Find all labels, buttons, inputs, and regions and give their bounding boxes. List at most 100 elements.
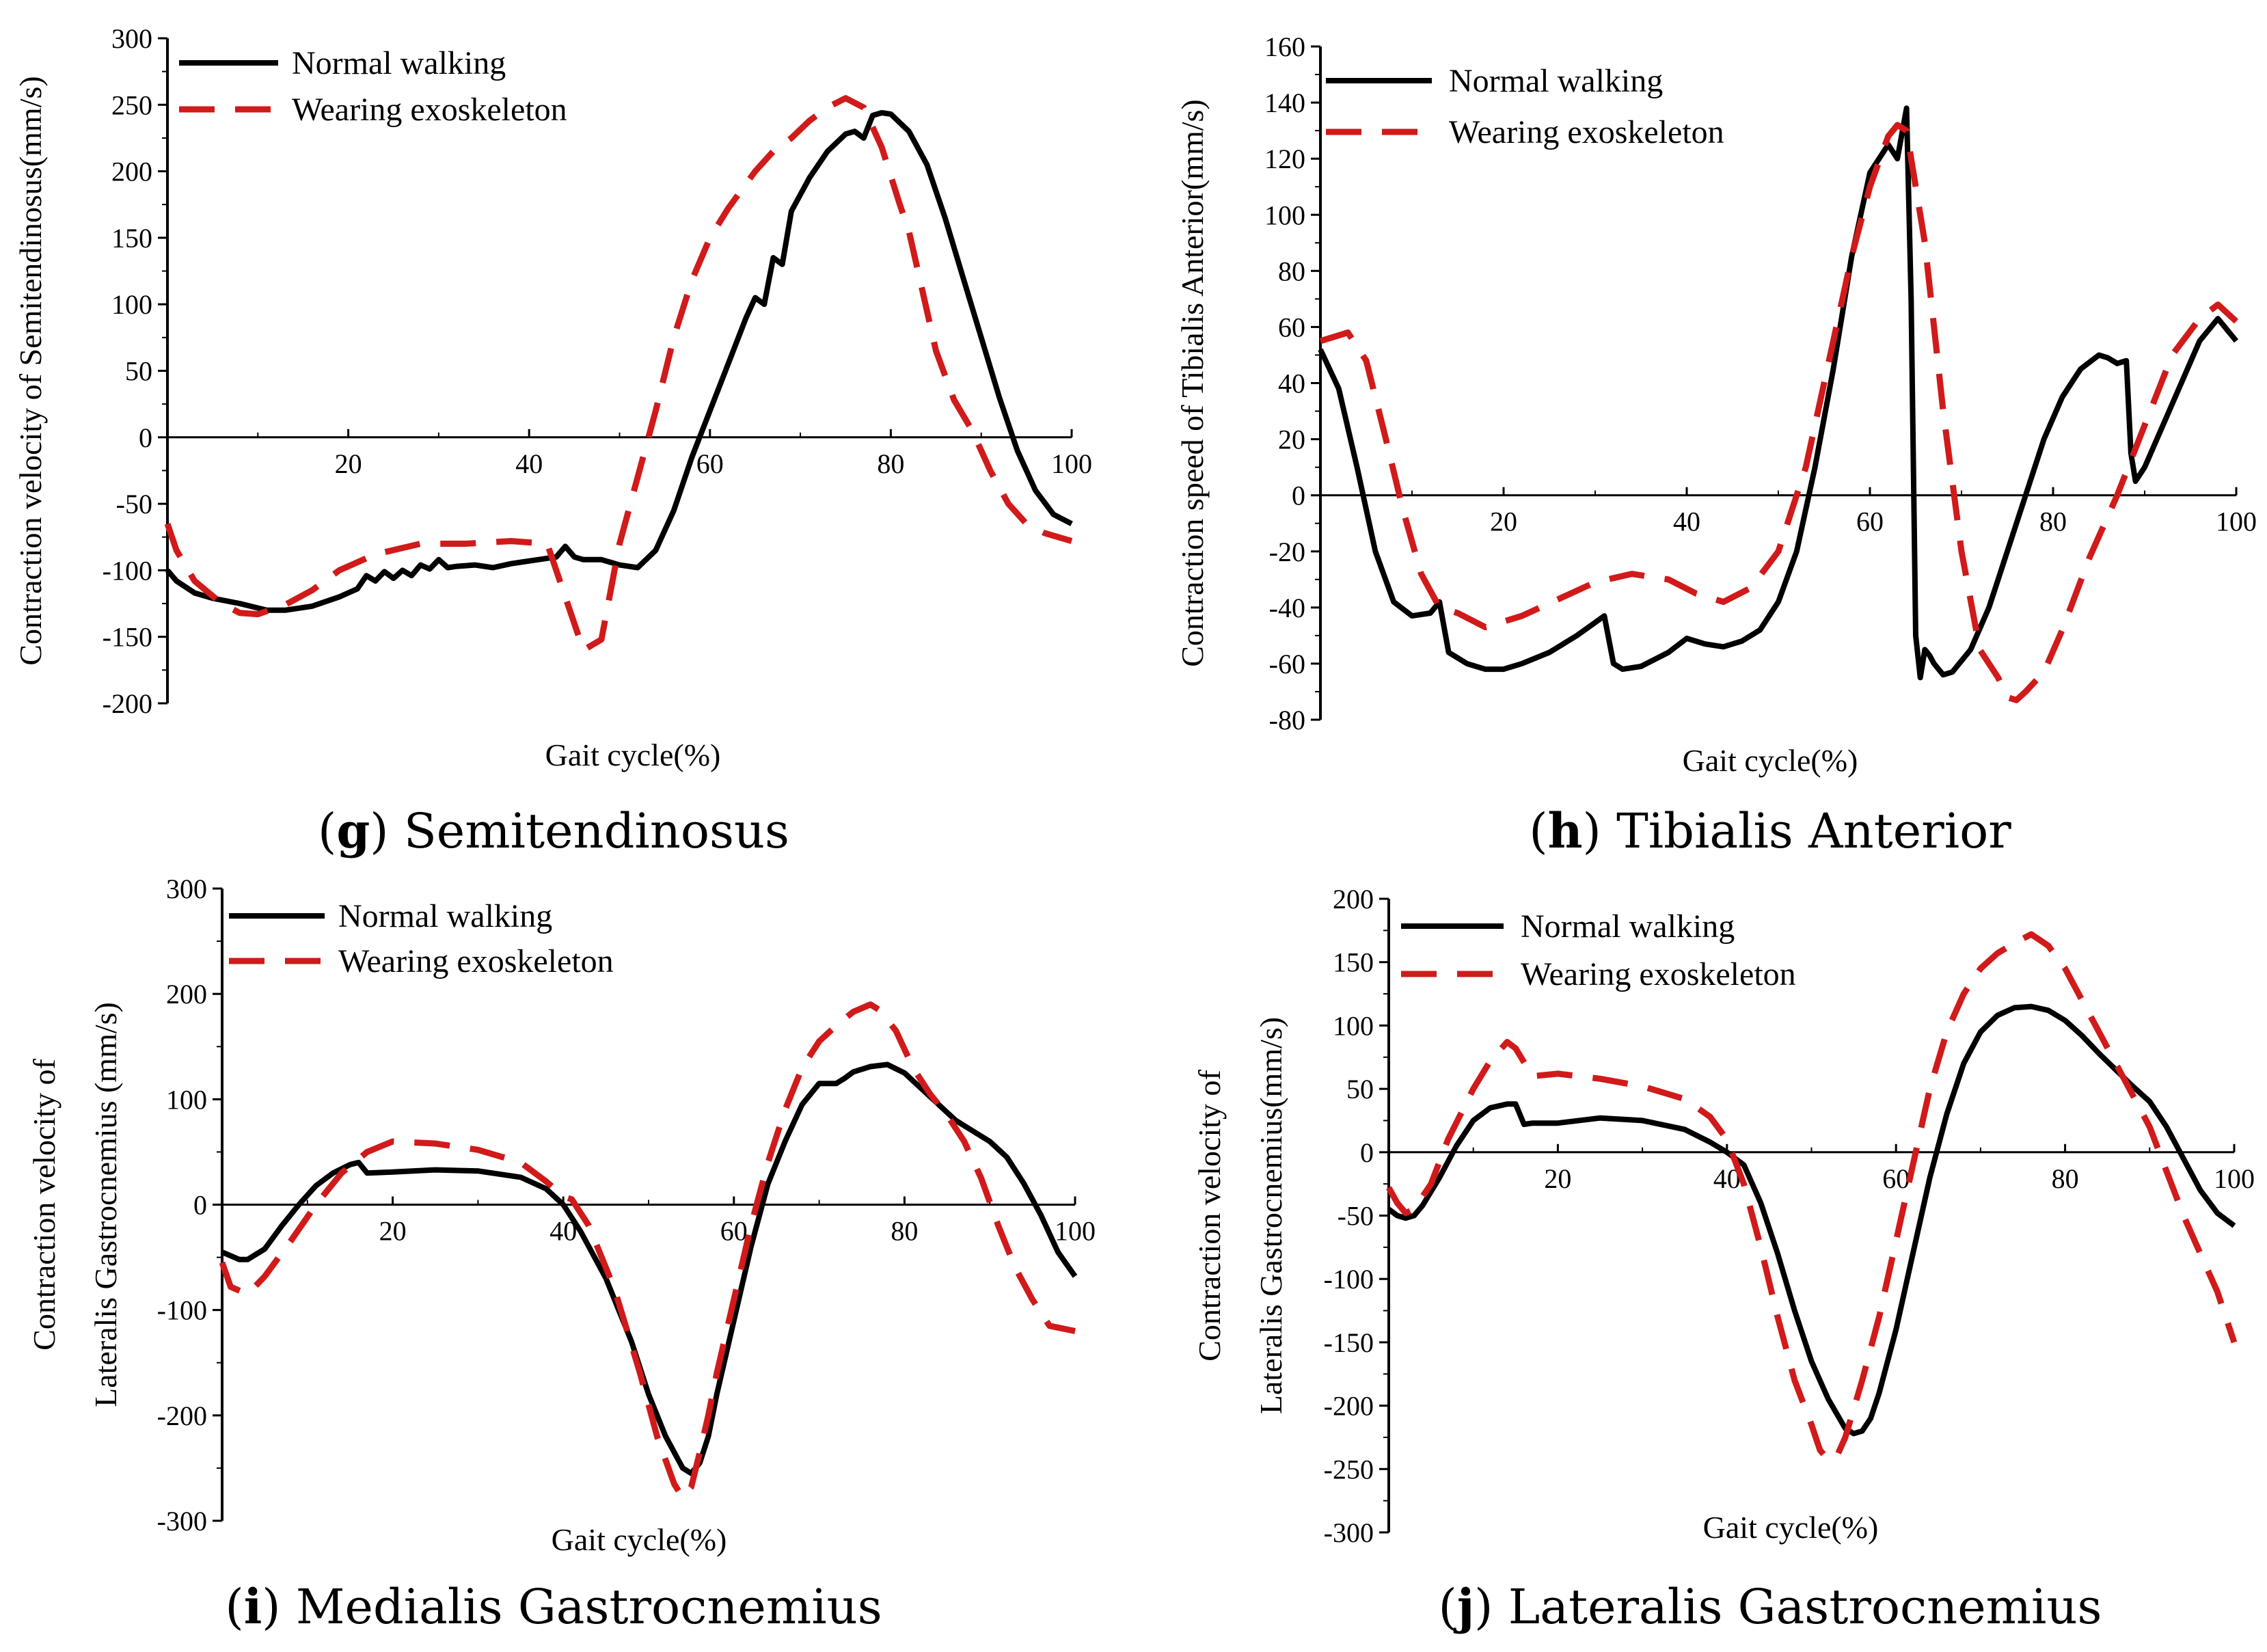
y-tick-label: 40	[1278, 368, 1305, 399]
y-tick-label: 100	[1264, 200, 1305, 230]
y-tick-label: -200	[157, 1400, 207, 1431]
x-tick-label: 20	[379, 1216, 407, 1247]
legend-label-exoskeleton: Wearing exoskeleton	[1449, 114, 1724, 150]
x-tick-label: 20	[335, 448, 362, 479]
legend-label-exoskeleton: Wearing exoskeleton	[1521, 956, 1796, 992]
caption-muscle-name: Semitendinosus	[404, 803, 789, 859]
y-tick-label: -80	[1269, 705, 1305, 735]
x-tick-label: 80	[877, 448, 904, 479]
x-tick-label: 60	[696, 448, 724, 479]
x-tick-label: 60	[1856, 506, 1884, 537]
series-line-wearing-exoskeleton	[1386, 931, 2238, 1463]
caption-close-paren: )	[370, 803, 404, 859]
y-tick-label: 0	[139, 422, 152, 453]
y-tick-label: 300	[166, 874, 207, 904]
y-tick-label: -150	[1324, 1327, 1374, 1358]
series-line-wearing-exoskeleton	[219, 1001, 1076, 1501]
x-tick-label: 60	[720, 1216, 748, 1247]
y-axis-title-line2: Lateralis Gastrocnemius (mm/s)	[88, 1002, 123, 1407]
y-tick-label: 140	[1264, 87, 1305, 118]
y-axis-title: Contraction velocity of Semitendinosus(m…	[13, 76, 48, 665]
chart-panel-h: -80 -60 -40 -20 0 20 40 60 80 100 120 140 160 20 40 60 8…	[1175, 31, 2257, 859]
y-tick-label: -50	[116, 489, 152, 519]
series-line-normal-walking	[1387, 1003, 2236, 1437]
y-tick-label: 100	[1333, 1010, 1374, 1041]
panel-caption: (j) Lateralis Gastrocnemius	[1439, 1578, 2102, 1635]
legend-label-normal: Normal walking	[338, 898, 552, 934]
y-tick-label: -50	[1338, 1201, 1374, 1232]
y-tick-label: 150	[111, 223, 152, 254]
x-tick-label: 40	[515, 448, 543, 479]
caption-open-paren: (	[225, 1579, 243, 1635]
legend-label-normal: Normal walking	[1449, 63, 1663, 99]
y-tick-label: -250	[1324, 1454, 1374, 1485]
x-tick-label: 40	[1673, 506, 1700, 537]
legend-label-normal: Normal walking	[292, 45, 506, 81]
y-tick-label: -100	[103, 555, 152, 586]
panel-caption: (g) Semitendinosus	[318, 802, 789, 859]
y-tick-label: 20	[1278, 424, 1305, 455]
y-tick-label: 160	[1264, 31, 1305, 62]
y-tick-label: 120	[1264, 144, 1305, 174]
y-tick-label: -300	[157, 1506, 207, 1536]
y-tick-label: -300	[1324, 1517, 1374, 1548]
y-tick-label: -20	[1269, 537, 1305, 567]
x-axis-title: Gait cycle(%)	[545, 737, 721, 772]
caption-open-paren: (	[318, 803, 336, 859]
y-tick-label: 250	[111, 90, 152, 120]
legend: Normal walking Wearing exoskeleton	[1401, 908, 1796, 992]
caption-muscle-name: Lateralis Gastrocnemius	[1508, 1579, 2102, 1635]
y-tick-label: -200	[1324, 1391, 1374, 1422]
y-tick-label: -60	[1269, 649, 1305, 679]
series-line-normal-walking	[165, 110, 1073, 613]
y-axis-title-line2: Lateralis Gastrocnemius(mm/s)	[1253, 1017, 1288, 1414]
legend-label-exoskeleton: Wearing exoskeleton	[292, 92, 567, 128]
y-tick-label: -40	[1269, 593, 1305, 623]
y-tick-label: 100	[111, 289, 152, 320]
caption-letter: j	[1453, 1578, 1474, 1635]
x-axis-title: Gait cycle(%)	[1703, 1510, 1879, 1545]
y-tick-label: 60	[1278, 312, 1305, 342]
y-axis-title-line1: Contraction velocity of	[1192, 1069, 1227, 1361]
y-tick-label: 150	[1333, 947, 1374, 978]
y-tick-label: -150	[103, 622, 152, 653]
y-tick-label: 0	[1292, 480, 1305, 511]
x-tick-label: 100	[1055, 1216, 1096, 1247]
caption-close-paren: )	[262, 1579, 296, 1635]
series-line-normal-walking	[1318, 105, 2239, 681]
x-tick-label: 80	[891, 1216, 918, 1247]
series-line-wearing-exoskeleton	[164, 95, 1073, 653]
y-tick-label: -200	[103, 688, 152, 719]
x-axis-title: Gait cycle(%)	[552, 1522, 727, 1557]
panel-caption: (i) Medialis Gastrocnemius	[225, 1578, 882, 1635]
caption-open-paren: (	[1439, 1579, 1457, 1635]
caption-open-paren: (	[1529, 803, 1547, 859]
panel-caption: (h) Tibialis Anterior	[1529, 802, 2011, 859]
y-tick-label: 200	[166, 979, 207, 1010]
chart-panel-g: -200 -150 -100 -50 0 50 100 150 200 250 300 20 40 60 8…	[13, 23, 1092, 859]
y-axis-title: Contraction speed of Tibialis Anterior(m…	[1175, 99, 1210, 667]
series-line-wearing-exoskeleton	[1319, 122, 2239, 703]
legend-label-normal: Normal walking	[1521, 908, 1735, 945]
legend: Normal walking Wearing exoskeleton	[179, 45, 567, 128]
x-tick-label: 100	[2214, 1163, 2255, 1194]
y-tick-label: -100	[157, 1295, 207, 1326]
y-tick-label: 100	[166, 1084, 207, 1115]
x-tick-label: 100	[1051, 448, 1092, 479]
legend: Normal walking Wearing exoskeleton	[1326, 63, 1724, 150]
x-tick-label: 80	[2052, 1163, 2079, 1194]
y-tick-label: 200	[111, 157, 152, 187]
x-axis-title: Gait cycle(%)	[1683, 743, 1858, 778]
x-tick-label: 20	[1544, 1163, 1571, 1194]
caption-muscle-name: Medialis Gastrocnemius	[296, 1579, 882, 1635]
y-tick-label: 200	[1333, 884, 1374, 915]
y-tick-label: -100	[1324, 1264, 1374, 1295]
x-tick-label: 100	[2216, 506, 2257, 537]
caption-close-paren: )	[1474, 1579, 1508, 1635]
x-tick-label: 80	[2039, 506, 2067, 537]
y-tick-label: 50	[125, 356, 152, 387]
